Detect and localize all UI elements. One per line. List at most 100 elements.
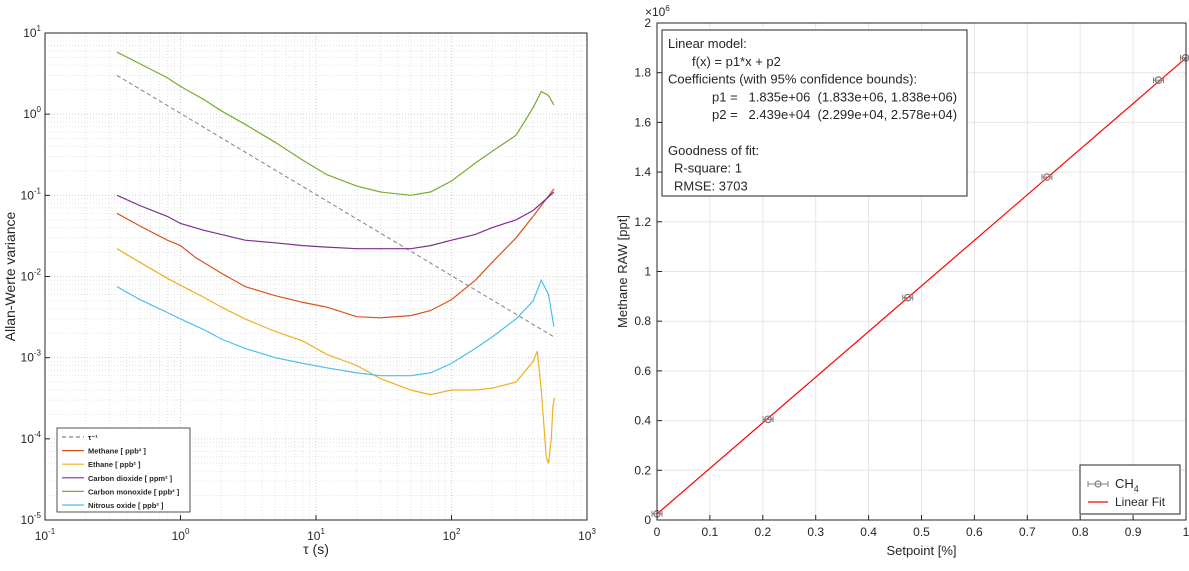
data-point — [1041, 173, 1053, 181]
y-axis-label: Allan-Werte variance — [2, 211, 18, 341]
series-line-1 — [116, 188, 555, 319]
y-tick-label: 1.2 — [634, 215, 651, 229]
y-tick-label-base: 10 — [21, 270, 35, 284]
x-tick-label: 0.2 — [754, 525, 771, 539]
fit-results-box: Linear model: f(x) = p1*x + p2 Coefficient… — [661, 29, 968, 197]
y-tick-label-base: 10 — [23, 26, 37, 40]
fit-box-line: Coefficients (with 95% confidence bounds… — [668, 72, 917, 87]
data-marker — [1043, 173, 1051, 181]
data-marker — [764, 415, 772, 424]
y-tick-label-exp: -3 — [34, 349, 42, 358]
legend-label: Carbon monoxide [ ppb² ] — [88, 487, 180, 496]
y-tick-label-exp: 0 — [37, 105, 42, 114]
data-point — [1152, 76, 1164, 85]
series-line-0 — [116, 74, 555, 338]
y-tick-label-exp: -5 — [34, 511, 42, 520]
y-tick-label-base: 10 — [21, 351, 35, 365]
y-tick-label-exp: 1 — [37, 24, 42, 33]
y-tick-label: 0.8 — [634, 314, 651, 328]
x-tick-label: 0.3 — [807, 525, 824, 539]
x-tick-label: 0.4 — [860, 525, 877, 539]
allan-legend: τ⁻¹ Methane [ ppb² ] Ethane [ ppb² ] Carbon… — [56, 427, 191, 513]
y-tick-label: 1.8 — [634, 66, 651, 80]
y-exponent-base: ×10 — [645, 5, 666, 19]
legend-label: Linear Fit — [1115, 495, 1166, 509]
legend-label-sub: 4 — [1134, 484, 1139, 494]
fit-box-line: p2 = 2.439e+04 (2.299e+04, 2.578e+04) — [712, 107, 957, 122]
y-tick-label: 1.6 — [634, 115, 651, 129]
y-tick-label-base: 10 — [21, 188, 35, 202]
y-tick-label: 100 — [23, 105, 41, 121]
x-tick-label: 103 — [578, 527, 596, 543]
allan-chart: 10-1 100 101 102 10310-510-410-310-210-11001… — [2, 24, 596, 557]
y-tick-label: 0.2 — [634, 463, 651, 477]
series-line-2 — [116, 248, 555, 464]
x-tick-label-base: 10 — [578, 529, 592, 543]
y-tick-label: 10-2 — [21, 268, 42, 284]
data-marker — [1154, 76, 1163, 85]
y-tick-label-exp: -2 — [34, 268, 42, 277]
legend-swatch-marker — [1094, 480, 1102, 488]
x-tick-label-exp: 1 — [320, 527, 325, 536]
legend-label: CH4 — [1115, 476, 1139, 494]
legend-label: τ⁻¹ — [88, 433, 98, 442]
legend-label-ch: CH — [1115, 476, 1134, 491]
series-line-5 — [116, 278, 555, 377]
y-tick-label: 10-3 — [21, 349, 42, 365]
x-tick-label: 0.1 — [702, 525, 719, 539]
legend-label: Methane [ ppb² ] — [88, 447, 146, 456]
y-exponent-power: 6 — [665, 4, 670, 13]
y-tick-label: 0.4 — [634, 414, 651, 428]
linear-fit-line — [656, 57, 1187, 515]
x-axis-label: Setpoint [%] — [886, 543, 956, 558]
x-tick-label: 10-1 — [35, 527, 56, 543]
x-tick-label-base: 10 — [172, 529, 186, 543]
x-tick-label: 0.9 — [1125, 525, 1142, 539]
x-tick-label: 0 — [654, 525, 661, 539]
x-tick-label: 1 — [1183, 525, 1189, 539]
y-tick-label: 1.4 — [634, 165, 651, 179]
x-tick-label-exp: 0 — [185, 527, 190, 536]
series-line-4 — [116, 51, 555, 196]
series-line-3 — [116, 191, 555, 250]
x-tick-label: 0.7 — [1019, 525, 1036, 539]
legend-label: Carbon dioxide [ ppm² ] — [88, 474, 173, 483]
y-tick-label-base: 10 — [21, 432, 35, 446]
x-tick-label-exp: -1 — [48, 527, 56, 536]
legend-box — [1079, 464, 1181, 515]
y-tick-label: 101 — [23, 24, 41, 40]
y-tick-label: 10-1 — [21, 186, 42, 202]
data-point — [902, 293, 914, 302]
x-tick-label: 100 — [172, 527, 190, 543]
legend-label: Ethane [ ppb² ] — [88, 460, 141, 469]
x-tick-label-exp: 2 — [456, 527, 461, 536]
x-tick-label: 0.6 — [966, 525, 983, 539]
fit-box-line: f(x) = p1*x + p2 — [692, 54, 781, 69]
legend-box — [56, 427, 191, 513]
y-tick-label-base: 10 — [21, 513, 35, 527]
fit-box-line: Goodness of fit: — [668, 143, 759, 158]
x-tick-label: 0.5 — [913, 525, 930, 539]
fit-box-line: Linear model: — [668, 36, 747, 51]
fit-box-line: R-square: 1 — [674, 161, 742, 176]
x-tick-label-base: 10 — [307, 529, 321, 543]
x-tick-label: 101 — [307, 527, 325, 543]
x-tick-label: 102 — [443, 527, 461, 543]
y-tick-label-base: 10 — [23, 107, 37, 121]
y-tick-label-exp: -1 — [34, 186, 42, 195]
data-point — [762, 415, 774, 424]
y-tick-label: 10-5 — [21, 511, 42, 527]
x-tick-label-base: 10 — [443, 529, 457, 543]
data-marker — [903, 293, 912, 302]
y-tick-label: 2 — [644, 16, 651, 30]
x-tick-label-exp: 3 — [591, 527, 596, 536]
legend-label: Nitrous oxide [ ppb² ] — [88, 501, 164, 510]
x-tick-label: 0.8 — [1072, 525, 1089, 539]
calibration-chart: 0 0.1 0.2 0.3 0.4 0.5 0.6 0.7 0.8 0.9 1 0 0.2 0.4 0.6 0… — [615, 4, 1189, 558]
y-tick-label-exp: -4 — [34, 430, 42, 439]
y-tick-label: 0 — [644, 513, 651, 527]
y-tick-label: 1 — [644, 265, 651, 279]
y-tick-label: 10-4 — [21, 430, 42, 446]
